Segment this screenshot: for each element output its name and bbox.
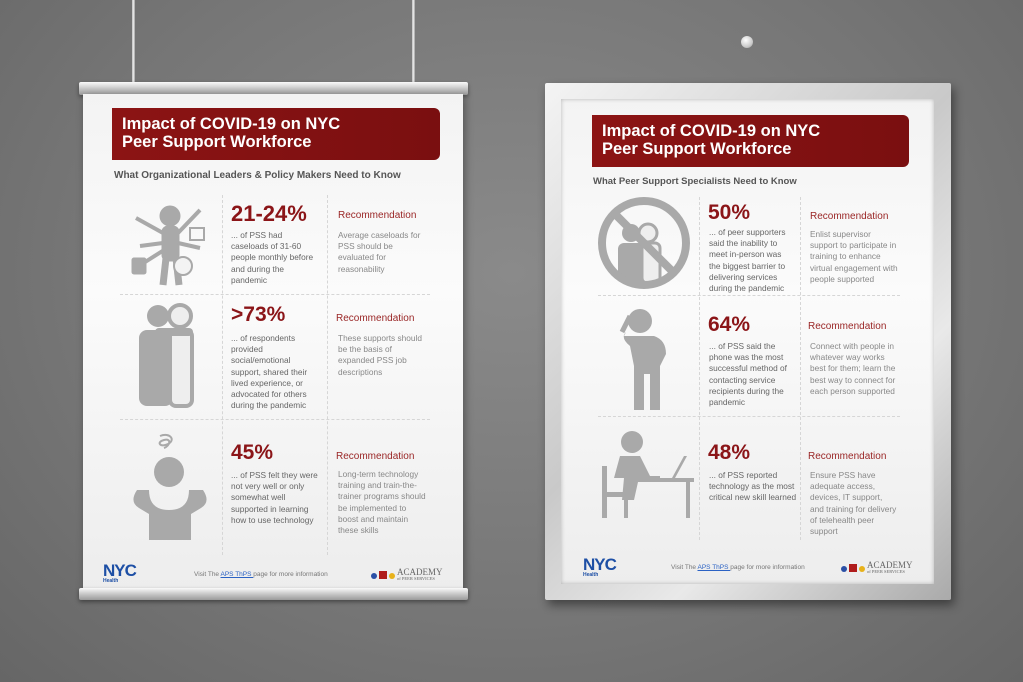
recommendation-text: Long-term technology training and train-… xyxy=(338,469,426,535)
academy-logo: ACADEMY of PEER SERVICES xyxy=(867,561,913,575)
top-rail xyxy=(79,82,468,95)
stat-description: ... of peer supporters said the inabilit… xyxy=(709,227,786,293)
recommendation-text: Enlist supervisor support to participate… xyxy=(810,229,898,284)
recommendation-heading: Recommendation xyxy=(336,313,415,324)
recommendation-heading: Recommendation xyxy=(336,451,415,462)
divider xyxy=(699,197,700,540)
poster-right xyxy=(561,99,934,584)
stat-value: 64% xyxy=(708,313,751,336)
hanger-wire xyxy=(132,0,135,84)
stat-value: 48% xyxy=(708,441,751,464)
logo-sub: Health xyxy=(103,578,119,584)
academy-logo-icon xyxy=(371,571,395,579)
footer-text: Visit The xyxy=(671,564,698,571)
stressed-person-icon xyxy=(133,434,207,540)
recommendation-text: Ensure PSS have adequate access, devices… xyxy=(810,470,897,536)
person-at-laptop-icon xyxy=(602,431,694,518)
footer-note: Visit The APS ThPS page for more informa… xyxy=(671,564,805,571)
recommendation-text: These supports should be the basis of ex… xyxy=(338,333,422,377)
title-line: Impact of COVID-19 on NYC xyxy=(122,115,341,133)
divider xyxy=(120,294,430,295)
divider xyxy=(598,295,900,296)
nyc-health-logo: NYC Health xyxy=(103,561,137,584)
aps-thps-link[interactable]: APS ThPS xyxy=(697,564,731,571)
academy-logo: ACADEMY of PEER SERVICES xyxy=(397,568,443,582)
logo-text: NYC xyxy=(103,561,137,580)
footer-text: page for more information xyxy=(253,571,328,578)
divider xyxy=(800,197,801,540)
stat-value: 45% xyxy=(231,441,274,464)
stat-value: >73% xyxy=(231,303,286,326)
stat-value: 21-24% xyxy=(231,201,307,226)
no-in-person-icon xyxy=(598,197,690,289)
person-on-phone-icon xyxy=(619,309,666,410)
divider xyxy=(222,195,223,555)
logo-text: NYC xyxy=(583,555,617,574)
divider xyxy=(327,195,328,555)
bottom-rail xyxy=(79,588,468,600)
stat-description: ... of PSS felt they were not very well … xyxy=(231,470,318,525)
recommendation-heading: Recommendation xyxy=(808,451,887,462)
recommendation-text: Average caseloads for PSS should be eval… xyxy=(338,230,421,274)
hanger-wire xyxy=(412,0,415,84)
stat-description: ... of PSS had caseloads of 31-60 people… xyxy=(231,230,314,285)
footer-text: Visit The xyxy=(194,571,221,578)
wall-pin xyxy=(741,36,753,48)
recommendation-heading: Recommendation xyxy=(810,211,889,222)
logo-text: ACADEMY xyxy=(397,567,443,577)
logo-text: ACADEMY xyxy=(867,560,913,570)
divider xyxy=(120,419,430,420)
stat-value: 50% xyxy=(708,201,751,224)
stat-description: ... of respondents provided social/emoti… xyxy=(231,333,308,411)
poster-title: Impact of COVID-19 on NYC Peer Support W… xyxy=(112,108,440,160)
poster-subtitle: What Organizational Leaders & Policy Mak… xyxy=(114,170,401,181)
overwhelmed-worker-icon xyxy=(131,205,205,286)
stat-description: ... of PSS said the phone was the most s… xyxy=(709,341,787,407)
supporting-people-icon xyxy=(139,303,194,408)
poster-title: Impact of COVID-19 on NYC Peer Support W… xyxy=(592,115,909,167)
title-line: Peer Support Workforce xyxy=(602,140,792,159)
title-line: Peer Support Workforce xyxy=(122,133,312,152)
title-line: Impact of COVID-19 on NYC xyxy=(602,122,821,140)
divider xyxy=(598,416,900,417)
footer-note: Visit The APS ThPS page for more informa… xyxy=(194,571,328,578)
recommendation-heading: Recommendation xyxy=(808,321,887,332)
poster-subtitle: What Peer Support Specialists Need to Kn… xyxy=(593,176,797,187)
nyc-health-logo: NYC Health xyxy=(583,555,617,578)
footer-text: page for more information xyxy=(730,564,805,571)
logo-sub: of PEER SERVICES xyxy=(867,569,905,574)
aps-thps-link[interactable]: APS ThPS xyxy=(220,571,254,578)
academy-logo-icon xyxy=(841,564,865,572)
recommendation-text: Connect with people in whatever way work… xyxy=(810,341,896,396)
logo-sub: Health xyxy=(583,572,599,578)
stat-description: ... of PSS reported technology as the mo… xyxy=(709,470,797,503)
logo-sub: of PEER SERVICES xyxy=(397,576,435,581)
recommendation-heading: Recommendation xyxy=(338,210,417,221)
